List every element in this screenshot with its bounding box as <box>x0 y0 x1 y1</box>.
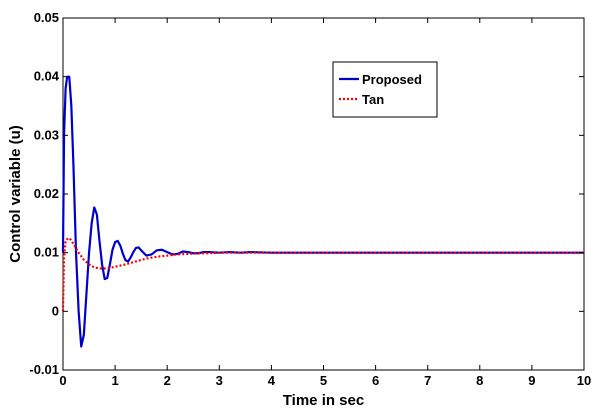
y-tick-label: 0.03 <box>34 127 59 142</box>
legend: Proposed Tan <box>332 61 438 118</box>
y-tick-label: 0.04 <box>34 69 60 84</box>
y-tick-label: 0.05 <box>34 10 59 25</box>
legend-label-tan: Tan <box>362 92 384 107</box>
series-line-tan <box>61 236 584 312</box>
x-tick-label: 2 <box>164 373 171 388</box>
plot-area <box>62 17 585 371</box>
x-tick-label: 4 <box>268 373 276 388</box>
series-layer <box>61 75 584 348</box>
y-tick-label: 0.01 <box>34 245 59 260</box>
x-tick-label: 10 <box>577 373 591 388</box>
x-tick-label: 0 <box>59 373 66 388</box>
x-tick-label: 8 <box>476 373 483 388</box>
labels-layer: Time in sec Control variable (u) <box>7 125 364 409</box>
x-axis-label: Time in sec <box>283 392 364 409</box>
x-tick-label: 1 <box>111 373 118 388</box>
x-tick-label: 6 <box>372 373 379 388</box>
y-tick-label: 0 <box>52 303 59 318</box>
y-tick-label: -0.01 <box>29 362 59 377</box>
y-tick-label: 0.02 <box>34 186 59 201</box>
y-axis-label: Control variable (u) <box>7 125 24 263</box>
plot-frame <box>62 17 585 371</box>
legend-box <box>332 61 438 118</box>
x-tick-label: 9 <box>528 373 535 388</box>
x-tick-label: 7 <box>424 373 431 388</box>
x-tick-label: 5 <box>320 373 327 388</box>
x-tick-label: 3 <box>216 373 223 388</box>
legend-label-proposed: Proposed <box>362 72 422 87</box>
